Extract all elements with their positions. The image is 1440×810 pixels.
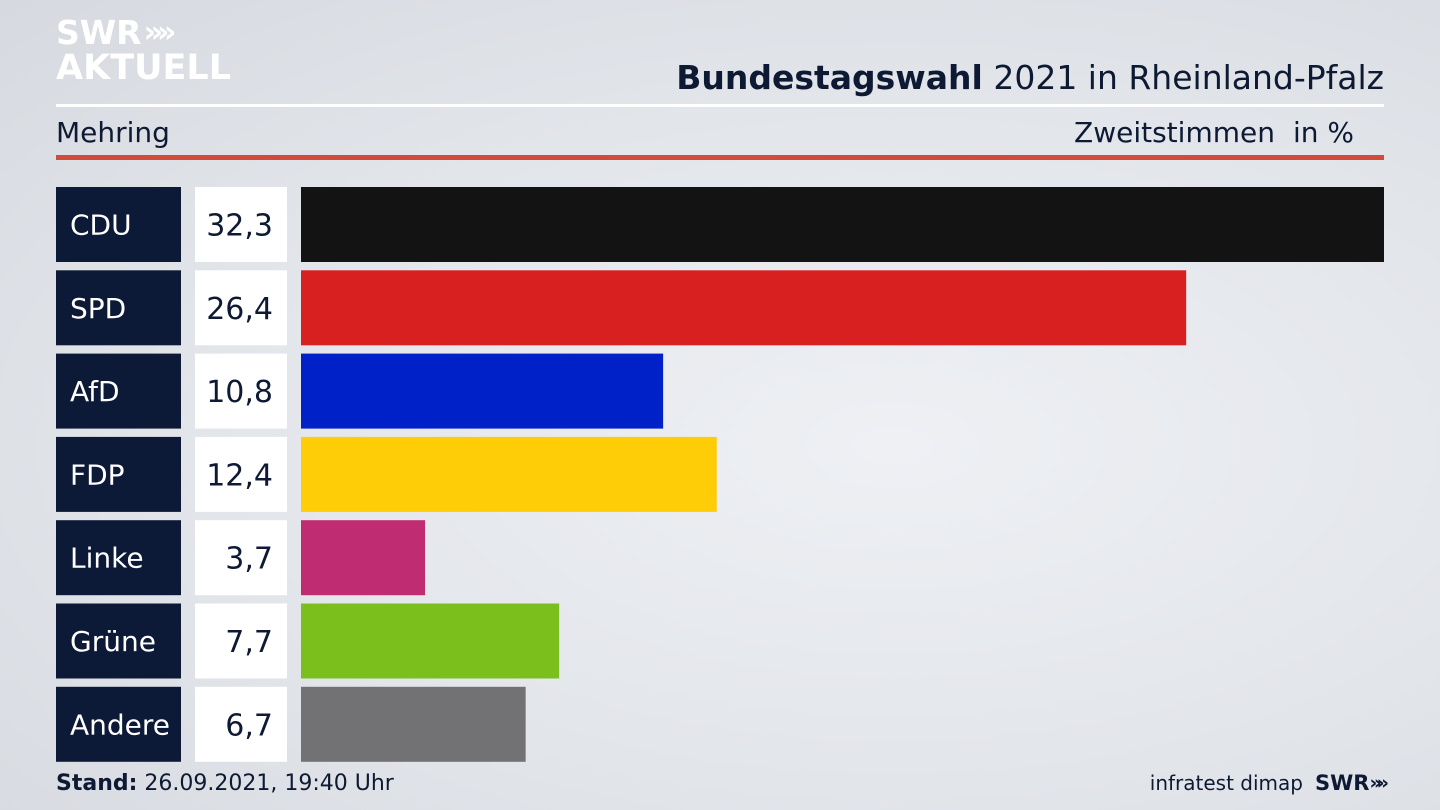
value-box-cdu: [195, 187, 287, 262]
footer-chevron-icon-2: »: [1376, 772, 1389, 794]
source-credit: infratest dimap SWR»»: [1149, 771, 1389, 795]
value-label-linke: 3,7: [225, 542, 273, 577]
party-label-andere: Andere: [70, 708, 170, 741]
value-box-linke: [195, 520, 287, 596]
bar-afd: [301, 353, 664, 429]
footer-swr-logo: SWR: [1314, 771, 1370, 795]
party-label-cdu: CDU: [70, 209, 132, 242]
source-text: infratest dimap: [1149, 771, 1303, 795]
swr-aktuell-logo: SWR»» AKTUELL: [56, 13, 232, 88]
bar-spd: [301, 270, 1187, 346]
party-label-box-gr-ne: [56, 603, 181, 679]
party-label-box-cdu: [56, 187, 181, 262]
region-name: Mehring: [56, 116, 170, 149]
value-label-andere: 6,7: [225, 708, 273, 743]
party-label-linke: Linke: [70, 542, 144, 575]
stand-label: Stand:: [56, 771, 138, 796]
value-label-gr-ne: 7,7: [225, 625, 273, 660]
bar-andere: [301, 686, 526, 762]
stand-value: 26.09.2021, 19:40 Uhr: [137, 771, 394, 796]
value-label-afd: 10,8: [206, 375, 273, 410]
party-label-box-spd: [56, 270, 181, 346]
bar-linke: [301, 520, 426, 596]
accent-divider: [56, 155, 1384, 160]
measure-text: Zweitstimmen: [1074, 116, 1275, 149]
party-label-box-fdp: [56, 436, 181, 512]
value-box-fdp: [195, 436, 287, 512]
party-label-box-afd: [56, 353, 181, 429]
value-box-spd: [195, 270, 287, 346]
chart-title: Bundestagswahl 2021 in Rheinland-Pfalz: [676, 58, 1384, 97]
party-label-gr-ne: Grüne: [70, 625, 156, 658]
value-label-cdu: 32,3: [206, 209, 273, 244]
party-label-spd: SPD: [70, 292, 126, 325]
unit-text: in %: [1292, 116, 1354, 149]
footer-chevron-icon: »: [1369, 772, 1381, 794]
bar-cdu: [301, 187, 1384, 262]
value-box-afd: [195, 353, 287, 429]
value-box-gr-ne: [195, 603, 287, 679]
bar-gr-ne: [301, 603, 560, 679]
timestamp: Stand: 26.09.2021, 19:40 Uhr: [56, 771, 394, 796]
title-bold: Bundestagswahl: [676, 58, 983, 97]
logo-swr-text: SWR: [56, 13, 142, 52]
party-label-box-andere: [56, 686, 181, 762]
party-label-afd: AfD: [70, 375, 120, 408]
value-label-fdp: 12,4: [206, 458, 273, 493]
measure-label: Zweitstimmen in %: [1074, 116, 1354, 149]
value-label-spd: 26,4: [206, 292, 273, 327]
party-label-box-linke: [56, 520, 181, 596]
bar-fdp: [301, 436, 717, 512]
title-rest: 2021 in Rheinland-Pfalz: [982, 58, 1384, 97]
party-label-fdp: FDP: [70, 458, 125, 491]
logo-aktuell-text: AKTUELL: [56, 48, 232, 88]
header-divider: [56, 104, 1384, 107]
value-box-andere: [195, 686, 287, 762]
